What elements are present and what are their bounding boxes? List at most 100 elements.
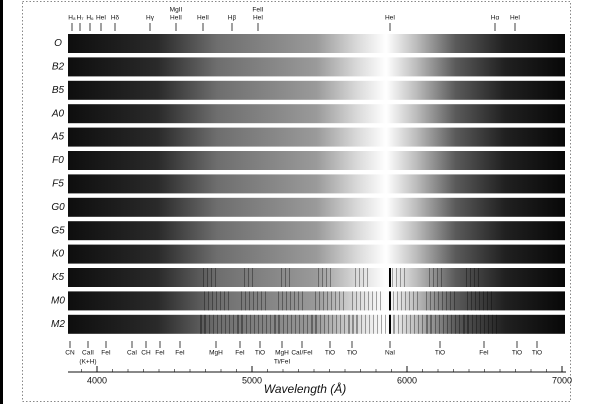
spectrum-strip xyxy=(68,127,565,147)
absorption-band xyxy=(405,291,406,311)
absorption-band xyxy=(377,314,378,334)
spectrum-strip xyxy=(68,291,565,311)
absorption-band xyxy=(483,291,484,311)
absorption-band xyxy=(472,314,473,334)
absorption-band xyxy=(291,314,292,334)
absorption-band xyxy=(393,314,394,334)
absorption-band xyxy=(352,291,353,311)
spectral-class: B5 xyxy=(52,85,65,96)
spectral-class: K5 xyxy=(52,272,65,283)
absorption-band xyxy=(496,314,497,334)
absorption-band xyxy=(398,314,399,334)
absorption-band xyxy=(318,268,319,287)
absorption-band xyxy=(315,314,316,334)
line-label: FeII xyxy=(252,7,263,14)
absorption-band xyxy=(359,268,360,287)
spectral-class: A0 xyxy=(51,108,65,119)
spectral-class: A5 xyxy=(51,132,65,143)
absorption-band xyxy=(464,314,465,334)
line-label: CH xyxy=(141,350,151,357)
absorption-band xyxy=(295,314,296,334)
absorption-band xyxy=(401,291,402,311)
absorption-band xyxy=(322,268,323,287)
axis-tick-label: 6000 xyxy=(397,375,417,385)
absorption-band xyxy=(316,314,317,334)
absorption-band xyxy=(409,291,410,311)
absorption-band xyxy=(283,314,284,334)
line-label: HeI xyxy=(385,15,395,22)
line-label: TiO xyxy=(325,350,335,357)
line-label: HeI xyxy=(510,15,520,22)
line-label: FeI xyxy=(101,350,111,357)
absorption-band xyxy=(429,268,430,287)
line-label: H₈ xyxy=(68,15,76,22)
absorption-band xyxy=(220,291,221,311)
absorption-band xyxy=(298,291,299,311)
absorption-band xyxy=(476,314,477,334)
absorption-band xyxy=(478,268,479,287)
absorption-band xyxy=(213,314,214,334)
absorption-band xyxy=(356,314,357,334)
absorption-band xyxy=(307,314,308,334)
absorption-band xyxy=(463,314,464,334)
absorption-band xyxy=(392,268,393,287)
absorption-band xyxy=(265,291,266,311)
absorption-band xyxy=(373,314,374,334)
absorption-band xyxy=(475,291,476,311)
axis-tick-label: 7000 xyxy=(552,375,572,385)
absorption-band xyxy=(229,314,230,334)
absorption-band xyxy=(422,314,423,334)
absorption-band xyxy=(203,268,204,287)
line-label: CaI xyxy=(127,350,137,357)
absorption-band xyxy=(484,314,485,334)
absorption-band xyxy=(340,314,341,334)
absorption-band xyxy=(343,291,344,311)
absorption-band xyxy=(410,314,411,334)
absorption-band xyxy=(349,314,350,334)
absorption-band xyxy=(385,314,386,334)
line-label: Hδ xyxy=(111,15,120,22)
absorption-band xyxy=(414,314,415,334)
absorption-band xyxy=(261,291,262,311)
line-label: TiO xyxy=(255,350,265,357)
line-label: TiO xyxy=(435,350,445,357)
spectral-class: M2 xyxy=(51,319,65,330)
absorption-band xyxy=(204,314,205,334)
left-bar xyxy=(0,0,3,404)
absorption-band xyxy=(290,291,291,311)
absorption-band xyxy=(433,268,434,287)
absorption-band xyxy=(397,291,398,311)
absorption-band xyxy=(324,314,325,334)
absorption-band xyxy=(278,291,279,311)
absorption-band xyxy=(242,314,243,334)
absorption-band xyxy=(491,291,492,311)
spectrum-strip xyxy=(68,268,565,287)
absorption-band xyxy=(368,291,369,311)
absorption-band xyxy=(434,291,435,311)
absorption-band xyxy=(200,314,201,334)
absorption-band xyxy=(320,314,321,334)
absorption-band xyxy=(335,291,336,311)
absorption-band xyxy=(225,314,226,334)
absorption-band xyxy=(446,291,447,311)
absorption-band xyxy=(367,268,368,287)
spectrum-strip xyxy=(68,34,565,53)
absorption-band xyxy=(212,291,213,311)
spectrum-strip xyxy=(68,174,565,194)
absorption-band xyxy=(369,314,370,334)
absorption-band xyxy=(311,314,312,334)
spectrum-strip xyxy=(68,104,565,124)
line-label: HeI xyxy=(96,15,106,22)
spectrum-strip xyxy=(68,314,565,334)
absorption-band xyxy=(279,314,280,334)
absorption-band xyxy=(244,268,245,287)
absorption-band xyxy=(487,291,488,311)
line-label: TiO xyxy=(532,350,542,357)
absorption-band xyxy=(492,314,493,334)
absorption-band xyxy=(252,268,253,287)
line-label: Hβ xyxy=(228,15,237,22)
absorption-band xyxy=(258,314,259,334)
absorption-band xyxy=(466,268,467,287)
line-label: HeII xyxy=(197,15,209,22)
absorption-band xyxy=(331,291,332,311)
